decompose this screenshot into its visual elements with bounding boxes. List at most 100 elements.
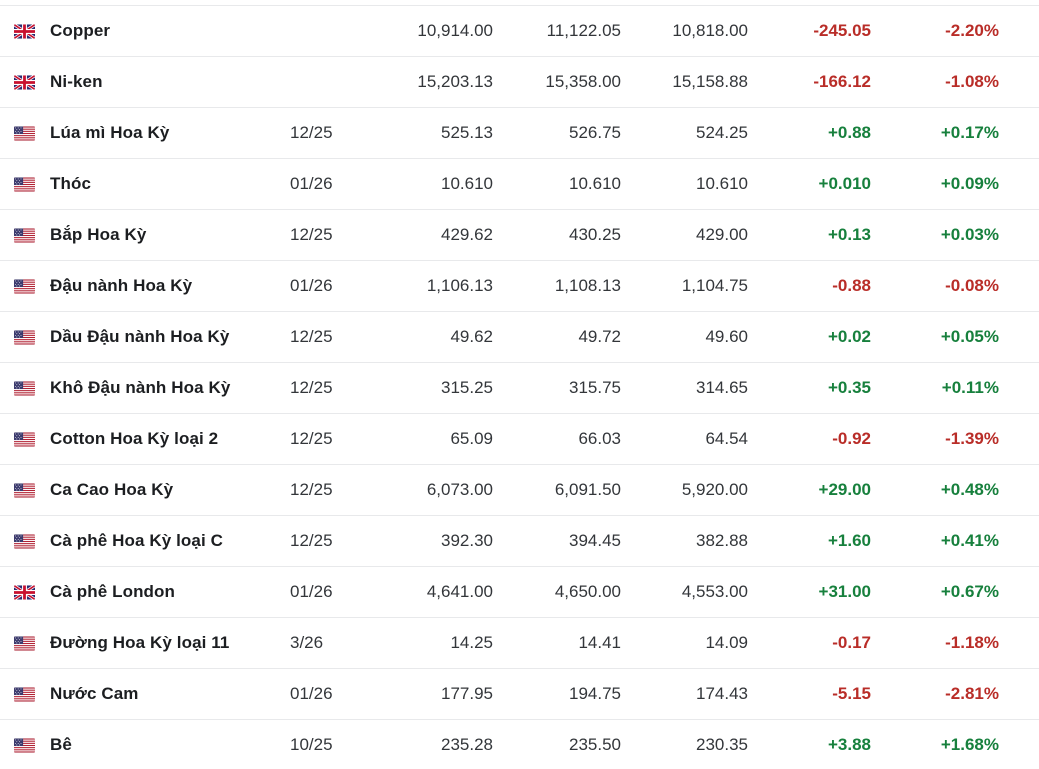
flag-cell — [14, 177, 50, 192]
commodity-name[interactable]: Thóc — [50, 174, 92, 193]
commodity-name[interactable]: Cotton Hoa Kỳ loại 2 — [50, 429, 219, 448]
change-value: -245.05 — [813, 21, 871, 40]
flag-cell — [14, 279, 50, 294]
high-price: 49.72 — [578, 327, 621, 346]
contract-month: 01/26 — [290, 582, 333, 601]
high-price: 10.610 — [569, 174, 621, 193]
contract-month: 10/25 — [290, 735, 333, 754]
last-price: 525.13 — [441, 123, 493, 142]
flag-us-icon — [14, 483, 35, 498]
table-row[interactable]: Nước Cam 01/26 177.95 194.75 174.43 -5.1… — [0, 668, 1039, 719]
table-row[interactable]: Cà phê London 01/26 4,641.00 4,650.00 4,… — [0, 566, 1039, 617]
flag-us-icon — [14, 381, 35, 396]
low-price: 429.00 — [696, 225, 748, 244]
flag-us-icon — [14, 228, 35, 243]
table-row[interactable]: Cotton Hoa Kỳ loại 2 12/25 65.09 66.03 6… — [0, 413, 1039, 464]
high-price: 1,108.13 — [554, 276, 621, 295]
last-price: 6,073.00 — [426, 480, 493, 499]
change-value: -0.92 — [832, 429, 871, 448]
table-row[interactable]: Đường Hoa Kỳ loại 11 3/26 14.25 14.41 14… — [0, 617, 1039, 668]
table-row[interactable]: Dầu Đậu nành Hoa Kỳ 12/25 49.62 49.72 49… — [0, 311, 1039, 362]
contract-month: 12/25 — [290, 327, 333, 346]
commodity-name[interactable]: Cà phê London — [50, 582, 176, 601]
contract-month: 01/26 — [290, 276, 333, 295]
flag-us-icon — [14, 738, 35, 753]
commodity-name[interactable]: Đường Hoa Kỳ loại 11 — [50, 633, 230, 652]
high-price: 66.03 — [578, 429, 621, 448]
last-price: 14.25 — [450, 633, 493, 652]
flag-cell — [14, 687, 50, 702]
change-percent: +0.03% — [940, 225, 999, 244]
low-price: 64.54 — [705, 429, 748, 448]
low-price: 10.610 — [696, 174, 748, 193]
flag-cell — [14, 636, 50, 651]
flag-cell — [14, 584, 50, 600]
commodity-name[interactable]: Khô Đậu nành Hoa Kỳ — [50, 378, 231, 397]
flag-cell — [14, 74, 50, 90]
flag-cell — [14, 23, 50, 39]
change-percent: -1.08% — [945, 72, 999, 91]
contract-month: 3/26 — [290, 633, 324, 652]
flag-cell — [14, 432, 50, 447]
change-value: +1.60 — [827, 531, 871, 550]
commodity-name[interactable]: Ni-ken — [50, 72, 103, 91]
low-price: 174.43 — [696, 684, 748, 703]
contract-month: 12/25 — [290, 378, 333, 397]
last-price: 429.62 — [441, 225, 493, 244]
contract-month: 01/26 — [290, 174, 333, 193]
table-row[interactable]: Đậu nành Hoa Kỳ 01/26 1,106.13 1,108.13 … — [0, 260, 1039, 311]
high-price: 526.75 — [569, 123, 621, 142]
flag-us-icon — [14, 534, 35, 549]
change-percent: +0.41% — [940, 531, 999, 550]
commodity-name[interactable]: Lúa mì Hoa Kỳ — [50, 123, 170, 142]
low-price: 10,818.00 — [672, 21, 748, 40]
change-percent: +0.11% — [941, 378, 999, 397]
commodity-name[interactable]: Bê — [50, 735, 72, 754]
change-value: -0.88 — [832, 276, 871, 295]
change-percent: -1.39% — [945, 429, 999, 448]
low-price: 1,104.75 — [681, 276, 748, 295]
table-row[interactable]: Ni-ken 15,203.13 15,358.00 15,158.88 -16… — [0, 56, 1039, 107]
commodity-name[interactable]: Bắp Hoa Kỳ — [50, 225, 147, 244]
flag-cell — [14, 381, 50, 396]
commodity-name[interactable]: Copper — [50, 21, 111, 40]
contract-month: 12/25 — [290, 531, 333, 550]
commodity-name[interactable]: Dầu Đậu nành Hoa Kỳ — [50, 327, 230, 346]
last-price: 4,641.00 — [426, 582, 493, 601]
commodity-name[interactable]: Cà phê Hoa Kỳ loại C — [50, 531, 223, 550]
flag-us-icon — [14, 330, 35, 345]
last-price: 235.28 — [441, 735, 493, 754]
table-row[interactable]: Thóc 01/26 10.610 10.610 10.610 +0.010 +… — [0, 158, 1039, 209]
high-price: 315.75 — [569, 378, 621, 397]
flag-gb-icon — [14, 23, 35, 39]
change-value: -5.15 — [832, 684, 871, 703]
flag-us-icon — [14, 432, 35, 447]
commodity-name[interactable]: Ca Cao Hoa Kỳ — [50, 480, 174, 499]
high-price: 430.25 — [569, 225, 621, 244]
high-price: 6,091.50 — [554, 480, 621, 499]
table-row[interactable]: Cà phê Hoa Kỳ loại C 12/25 392.30 394.45… — [0, 515, 1039, 566]
commodity-name[interactable]: Đậu nành Hoa Kỳ — [50, 276, 193, 295]
low-price: 5,920.00 — [681, 480, 748, 499]
flag-gb-icon — [14, 74, 35, 90]
last-price: 1,106.13 — [426, 276, 493, 295]
table-row[interactable]: Bắp Hoa Kỳ 12/25 429.62 430.25 429.00 +0… — [0, 209, 1039, 260]
change-value: +0.88 — [827, 123, 871, 142]
table-row[interactable]: Bê 10/25 235.28 235.50 230.35 +3.88 +1.6… — [0, 719, 1039, 769]
flag-cell — [14, 738, 50, 753]
high-price: 14.41 — [578, 633, 621, 652]
table-row[interactable]: Ca Cao Hoa Kỳ 12/25 6,073.00 6,091.50 5,… — [0, 464, 1039, 515]
table-row[interactable]: Copper 10,914.00 11,122.05 10,818.00 -24… — [0, 5, 1039, 56]
last-price: 49.62 — [450, 327, 493, 346]
change-percent: -0.08% — [945, 276, 999, 295]
low-price: 4,553.00 — [681, 582, 748, 601]
commodity-name[interactable]: Nước Cam — [50, 684, 139, 703]
last-price: 15,203.13 — [417, 72, 493, 91]
high-price: 394.45 — [569, 531, 621, 550]
table-row[interactable]: Lúa mì Hoa Kỳ 12/25 525.13 526.75 524.25… — [0, 107, 1039, 158]
last-price: 177.95 — [441, 684, 493, 703]
change-percent: +0.09% — [940, 174, 999, 193]
change-percent: +0.67% — [940, 582, 999, 601]
table-row[interactable]: Khô Đậu nành Hoa Kỳ 12/25 315.25 315.75 … — [0, 362, 1039, 413]
